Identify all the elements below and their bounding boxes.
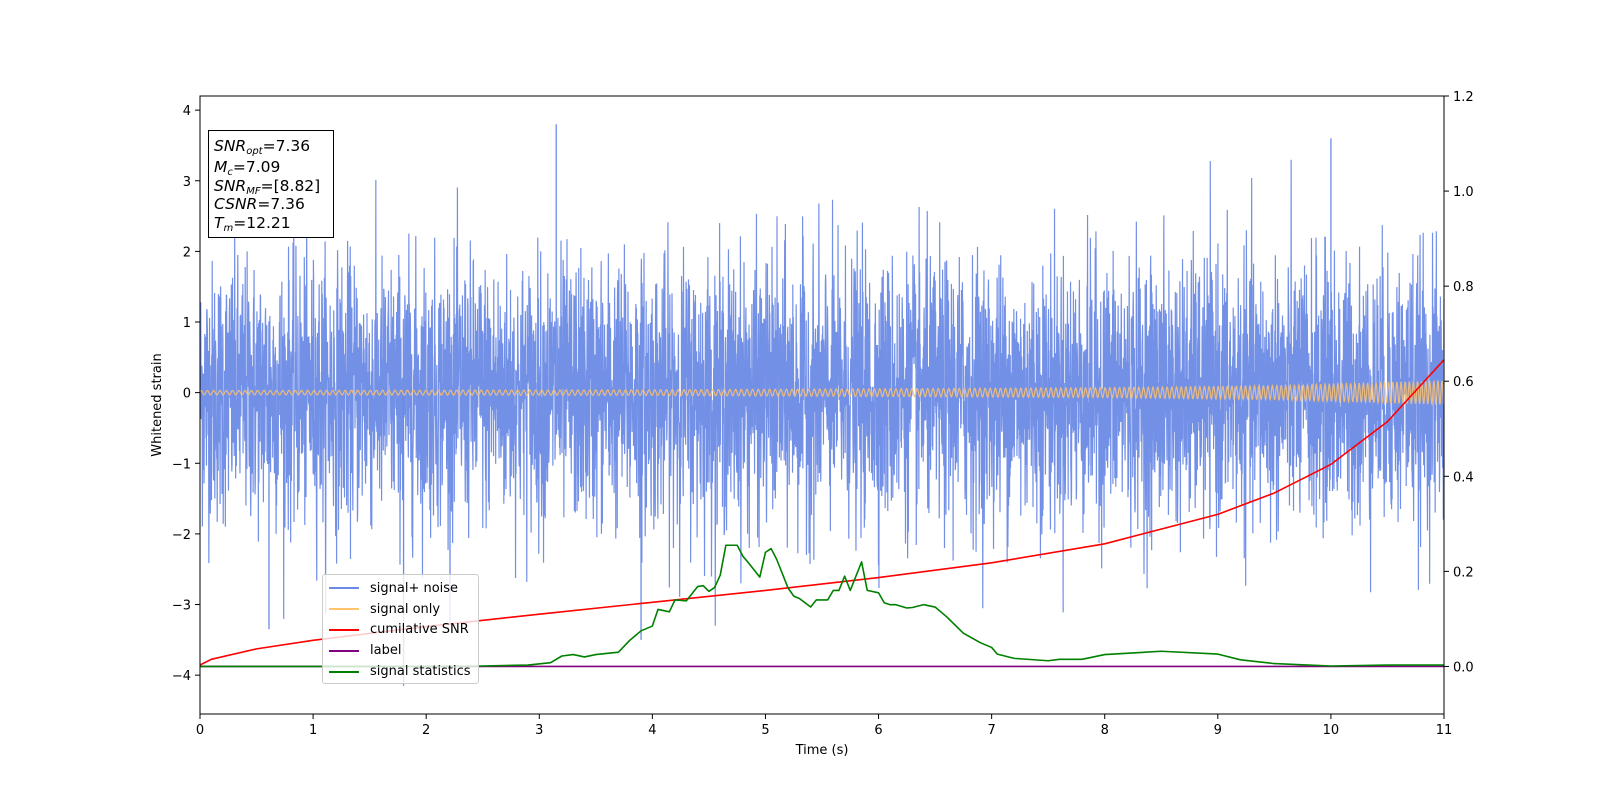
legend-swatch-label [329,649,359,652]
plot-frame [199,95,1445,715]
snr-opt-row: SNRopt=7.36 [214,137,311,157]
x-tick-label: 11 [1436,723,1453,738]
legend-label-signal-only: signal only [370,601,441,617]
x-tick-label: 0 [196,723,204,738]
legend-label-cumulative-snr: cumilative SNR [370,622,469,638]
legend-swatch-signal-noise [329,587,359,590]
snr-mf-row: SNRMF=[8.82] [214,177,321,197]
y-tick-label-left: 2 [183,245,191,260]
x-tick-label: 6 [874,723,882,738]
y-axis-label: Whitened strain [150,353,165,456]
x-tick-label: 3 [535,723,543,738]
x-tick-label: 8 [1101,723,1109,738]
legend-swatch-signal-statistics [329,670,359,673]
legend-item-signal-statistics: signal statistics [329,661,472,682]
metrics-info-box: SNRopt=7.36 Mc=7.09 SNRMF=[8.82] CSNR=7.… [208,130,334,238]
y-tick-label-right: 1.2 [1453,90,1474,105]
signal-noise-series [200,124,1444,686]
x-tick-label: 1 [309,723,317,738]
legend: signal+ noise signal only cumilative SNR… [322,574,479,684]
x-tick-label: 7 [987,723,995,738]
legend-label-signal-noise: signal+ noise [370,580,459,596]
legend-swatch-signal-only [329,608,359,611]
y-tick-label-left: 0 [183,387,191,402]
x-tick-label: 10 [1323,723,1340,738]
axes: 0 1 2 3 4 5 6 7 8 9 10 11 −4 −3 −2 −1 0 1 2 3 4 0.0 0.2 0.4 0.6 0… [150,90,1474,758]
signal-noise-line [200,159,1444,626]
x-tick-label: 2 [422,723,430,738]
y-tick-label-right: 0.2 [1453,565,1474,580]
y-tick-label-right: 0.6 [1453,375,1474,390]
legend-item-cumulative-snr: cumilative SNR [329,620,472,641]
y-tick-label-right: 1.0 [1453,185,1474,200]
y-tick-label-left: 3 [183,175,191,190]
y-tick-label-left: −4 [172,669,191,684]
legend-label-label: label [370,643,402,659]
legend-item-label: label [329,640,472,661]
x-tick-label: 4 [648,723,656,738]
snr-mf-value: [8.82] [273,177,321,195]
signal-only-line [200,379,1444,407]
y-tick-label-right: 0.4 [1453,470,1474,485]
y-tick-label-right: 0.0 [1453,660,1474,675]
y-tick-label-left: −3 [172,599,191,614]
mc-value: 7.09 [245,157,281,176]
signal-only-series [200,379,1444,407]
y-tick-label-right: 0.8 [1453,280,1474,295]
snr-opt-value: 7.36 [275,137,311,155]
cumulative-snr-line [200,359,1444,666]
tm-row: Tm=12.21 [214,214,291,234]
x-tick-label: 5 [761,723,769,738]
y-tick-label-left: 4 [183,104,191,119]
mc-row: Mc=7.09 [214,157,281,178]
csnr-value: 7.36 [270,195,305,213]
y-tick-label-left: −1 [172,457,191,472]
signal-statistics-line [200,544,1444,668]
legend-swatch-cumulative-snr [329,628,359,631]
legend-label-signal-statistics: signal statistics [370,664,471,680]
legend-item-signal-noise: signal+ noise [329,578,472,599]
x-tick-label: 9 [1214,723,1222,738]
legend-item-signal-only: signal only [329,599,472,620]
y-tick-label-left: −2 [172,528,191,543]
tm-value: 12.21 [246,214,291,232]
csnr-row: CSNR=7.36 [214,195,305,213]
x-axis-label: Time (s) [795,743,849,758]
y-tick-label-left: 1 [183,316,191,331]
